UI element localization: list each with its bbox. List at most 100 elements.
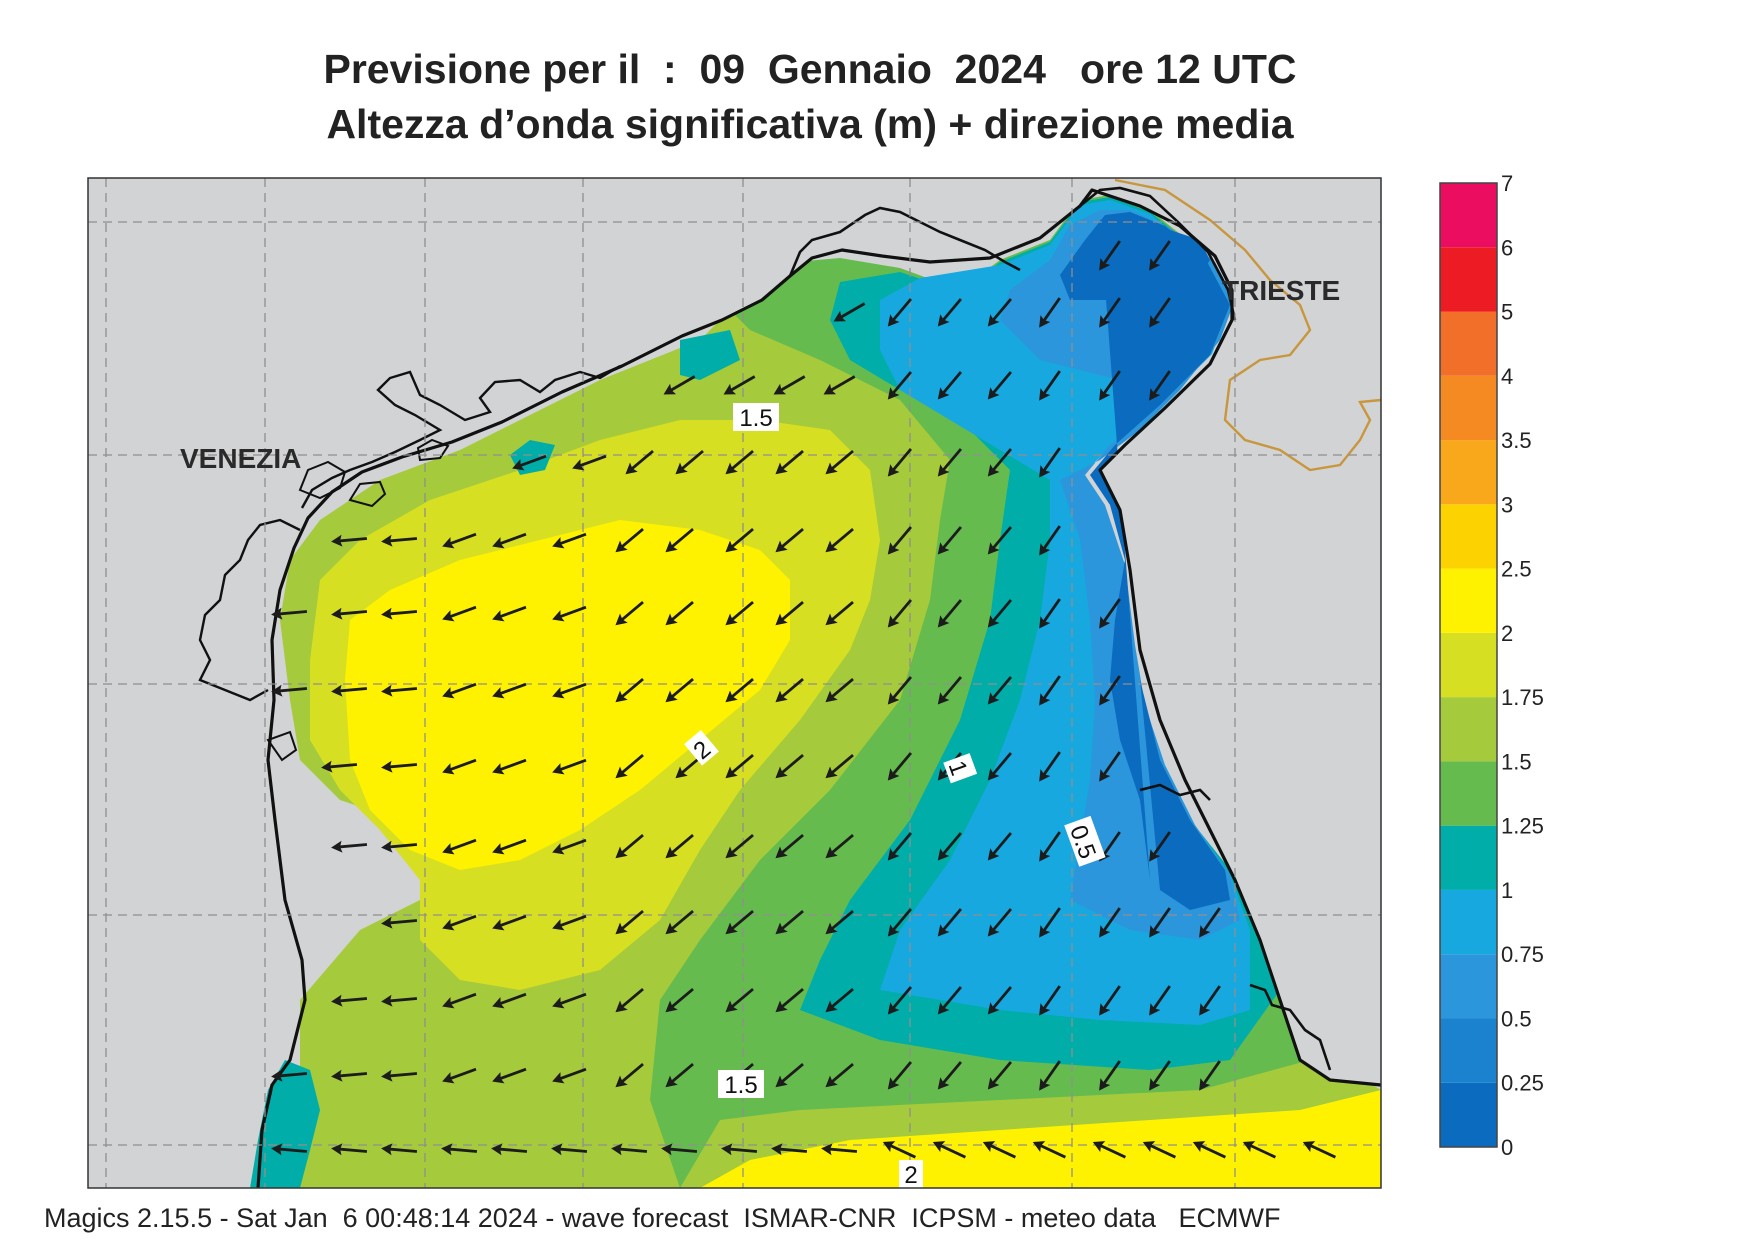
wave-arrow-shaft: [384, 1147, 418, 1153]
wave-arrow-shaft: [334, 687, 368, 693]
wave-arrow-shaft: [334, 1147, 368, 1153]
legend-tick-label: 0: [1501, 1135, 1513, 1160]
band-0-25: [1060, 212, 1230, 910]
wave-arrow: [937, 298, 962, 327]
wave-arrow: [725, 834, 754, 859]
wave-arrow-shaft: [1095, 1142, 1126, 1159]
wave-arrow: [381, 684, 418, 697]
wave-arrow: [665, 1063, 694, 1088]
wave-arrow: [1039, 985, 1061, 1016]
wave-arrow-shaft: [445, 682, 477, 697]
wave-arrow-shaft: [777, 988, 804, 1011]
legend-tick-label: 3.5: [1501, 428, 1532, 453]
wave-arrow: [271, 1143, 308, 1156]
wave-arrow: [825, 988, 854, 1013]
wave-arrow: [552, 992, 587, 1009]
wave-arrow: [725, 601, 754, 626]
wave-arrow: [492, 682, 527, 699]
wave-arrow: [1149, 370, 1171, 401]
wave-arrow-shaft: [274, 1072, 308, 1078]
legend-swatch: [1440, 311, 1497, 376]
wave-arrow-head: [825, 613, 838, 626]
wave-arrow-head: [1149, 258, 1161, 271]
wave-arrow-head: [615, 1000, 628, 1013]
wave-arrow-head: [721, 1143, 733, 1156]
lagoon-spot-coast: [680, 330, 740, 380]
wave-arrow-head: [442, 919, 455, 931]
contour-label-text: 1.5: [724, 1072, 757, 1099]
wave-arrow: [442, 914, 477, 931]
wave-arrow: [1092, 1141, 1126, 1159]
wave-arrow-shaft: [617, 988, 644, 1011]
wave-arrow: [987, 448, 1012, 477]
wave-arrow: [552, 914, 587, 931]
wave-arrow: [492, 1067, 527, 1084]
wave-arrow-head: [442, 610, 455, 622]
wave-arrow-shaft: [727, 910, 754, 933]
legend-swatch: [1440, 568, 1497, 633]
wave-arrow: [665, 988, 694, 1013]
wave-arrow-head: [572, 459, 585, 471]
wave-arrow-shaft: [1100, 1060, 1121, 1089]
wave-arrow-shaft: [889, 371, 912, 398]
wave-arrow: [775, 528, 804, 553]
wave-arrow-shaft: [777, 528, 804, 551]
wave-arrow-head: [1242, 1141, 1256, 1153]
contour-label-lower-1-5: 1.5: [718, 1070, 764, 1099]
wave-arrow-head: [987, 464, 1000, 477]
wave-arrow-shaft: [445, 1067, 477, 1082]
wave-arrow: [937, 986, 962, 1015]
wave-arrow-shaft: [1035, 1142, 1066, 1159]
wave-arrow-shaft: [667, 678, 694, 701]
wave-arrow-shaft: [827, 528, 854, 551]
wave-arrow-shaft: [1150, 370, 1171, 399]
wave-arrow: [1199, 985, 1221, 1016]
wave-arrow-shaft: [777, 450, 804, 473]
legend-swatch: [1440, 375, 1497, 441]
wave-arrow-shaft: [1100, 240, 1121, 269]
wave-arrow-head: [887, 542, 900, 555]
wave-arrow-shaft: [575, 454, 607, 469]
wave-arrow-shaft: [939, 448, 962, 475]
wave-arrow: [987, 986, 1012, 1015]
wave-arrow-head: [552, 919, 565, 931]
wave-arrow: [887, 752, 912, 781]
wave-arrow-head: [665, 1075, 678, 1088]
wave-arrow-head: [615, 766, 628, 779]
wave-arrow-head: [663, 383, 677, 395]
wave-arrow-shaft: [614, 1147, 648, 1153]
wave-arrow-head: [271, 684, 283, 697]
lagoon-islands: [266, 438, 450, 762]
wave-arrow: [887, 832, 912, 861]
wave-arrow-head: [937, 692, 950, 705]
wave-arrow: [1199, 907, 1221, 938]
wave-arrow-head: [987, 1077, 1000, 1090]
contour-label-bottom-2: 2: [899, 1160, 923, 1189]
wave-arrow: [492, 532, 527, 549]
wave-arrow: [982, 1141, 1016, 1159]
band-0-5: [1000, 210, 1240, 940]
wave-arrow-head: [381, 534, 393, 547]
wave-arrow-shaft: [334, 610, 368, 616]
wave-arrow-head: [825, 462, 838, 475]
wave-arrow-head: [552, 687, 565, 699]
wave-arrow-head: [675, 766, 688, 779]
wave-arrow-shaft: [1040, 447, 1061, 476]
wave-arrow-shaft: [939, 986, 962, 1013]
wave-arrow-shaft: [774, 1147, 808, 1153]
wave-arrow-shaft: [554, 1147, 588, 1153]
wave-arrow: [1149, 831, 1171, 862]
wave-arrow: [1039, 751, 1061, 782]
wave-arrow-shaft: [617, 678, 644, 701]
wave-arrow-shaft: [555, 914, 587, 929]
wave-arrow-head: [823, 383, 837, 395]
wave-arrow-head: [551, 1143, 563, 1156]
wave-arrow-shaft: [555, 838, 587, 853]
wave-arrow: [615, 754, 644, 779]
wave-arrow-shaft: [495, 758, 527, 773]
wave-arrow: [1142, 1141, 1176, 1159]
wave-arrow: [932, 1141, 966, 1159]
wave-arrow: [442, 682, 477, 699]
wave-arrow-shaft: [889, 908, 912, 935]
wave-arrow: [987, 908, 1012, 937]
